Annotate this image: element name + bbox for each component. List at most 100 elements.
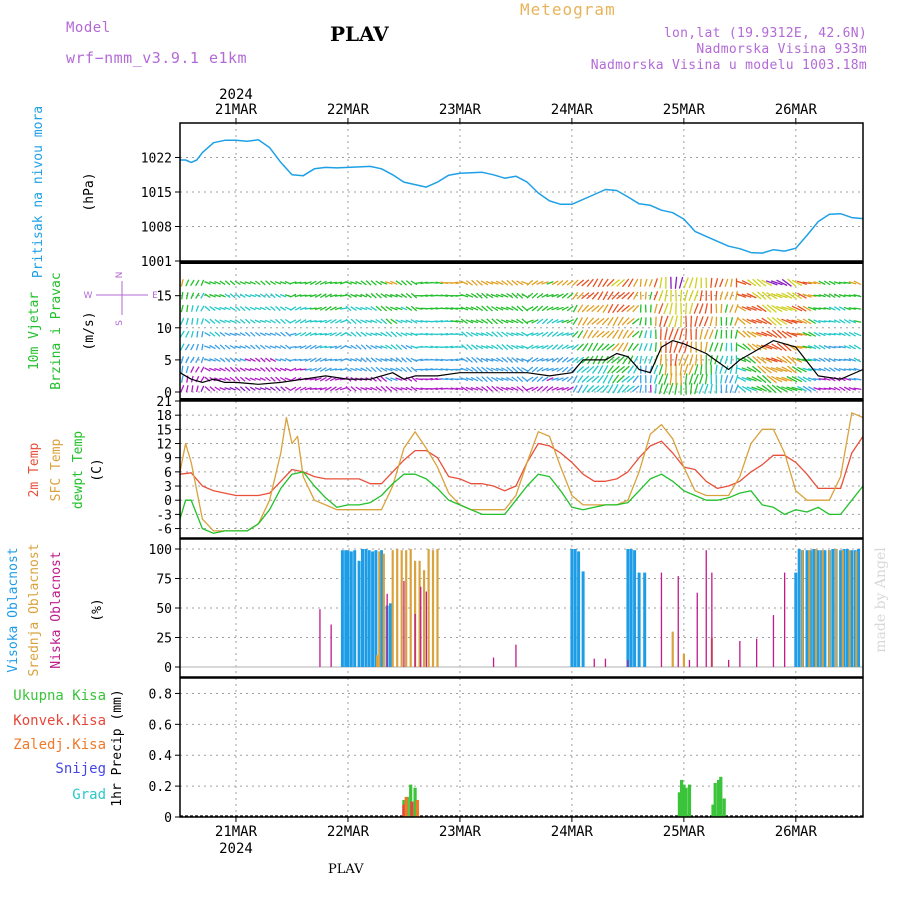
wind-arrow [828,280,836,286]
wind-arrow [390,280,398,285]
wind-arrow [355,306,362,311]
watermark: made by Angel [873,547,889,653]
wind-arrow [566,386,574,392]
ytick-label-temperature: 3 [164,480,172,495]
wind-arrow [319,386,327,391]
wind-arrow [496,331,503,338]
wind-arrow [658,303,664,314]
wind-arrow [420,294,428,297]
wind-arrow [761,291,772,300]
wind-arrow [688,373,694,385]
wind-arrow [616,279,625,287]
wind-arrow [734,374,739,384]
wind-arrow [224,306,231,311]
wind-arrow [280,386,286,392]
wind-arrow [470,319,479,324]
wind-arrow [698,383,704,395]
wind-arrow [370,344,378,350]
wind-arrow [265,367,271,373]
wind-arrow [204,386,211,392]
ytick-label-temperature: 12 [156,438,172,453]
wind-arrow [746,292,757,299]
cloud-bar-mid_cloud [405,550,408,667]
wind-arrow [766,316,777,326]
wind-arrow [329,281,338,285]
wind-arrow [496,344,504,351]
wind-arrow [440,368,449,371]
wind-arrow [505,386,514,391]
wind-arrow [501,367,509,372]
cloud-bar-low_cloud [386,593,388,667]
wind-arrow [250,331,256,337]
wind-arrow [771,375,783,383]
wind-arrow [689,383,693,395]
wind-arrow [741,376,752,382]
wind-arrow [591,291,599,300]
wind-arrow [259,332,266,337]
wind-arrow [214,294,221,298]
wind-arrow [185,330,190,338]
wind-arrow [390,318,398,325]
wind-arrow [663,383,669,395]
wind-arrow [185,317,189,325]
wind-arrow [450,358,459,362]
wind-arrow [324,319,332,324]
wind-arrow [204,345,211,349]
wind-arrow [833,293,841,298]
wind-arrow [688,290,694,302]
wind-arrow [405,319,413,324]
wind-arrow [304,331,312,337]
wind-arrow [375,357,383,363]
wind-arrow [224,332,231,337]
wind-arrow [324,332,332,336]
wind-arrow [209,281,216,285]
wind-arrow [495,377,504,382]
wind-arrow [299,319,307,324]
wind-arrow [495,293,504,298]
wind-arrow [269,345,277,349]
wind-arrow [757,291,767,300]
wind-arrow [420,281,428,285]
wind-arrow [365,387,373,391]
wind-arrow [324,345,332,349]
wind-arrow [770,366,783,373]
wind-arrow [566,357,574,363]
wind-arrow [229,345,236,350]
wind-arrow [430,387,438,391]
wind-arrow [853,319,862,323]
wind-arrow [781,330,793,338]
wind-arrow [546,331,554,338]
wind-arrow [616,291,626,300]
wind-arrow [752,355,762,364]
wind-arrow [470,376,479,382]
wind-arrow [838,281,846,285]
wind-arrow [481,386,489,392]
wind-arrow [853,377,862,381]
wind-arrow [476,292,483,299]
wind-arrow [460,293,469,298]
wind-arrow [556,306,564,311]
wind-arrow [209,386,216,392]
wind-arrow [491,305,499,312]
wind-arrow [491,385,499,392]
wind-arrow [380,280,388,285]
wind-arrow [823,293,831,298]
cloud-bar-low_cloud [403,580,405,667]
wind-arrow [685,302,688,315]
wind-arrow [319,333,327,336]
wind-arrow [756,331,768,337]
wind-arrow [500,293,509,298]
cloud-bar-low_cloud [414,613,416,667]
wind-arrow [440,332,449,336]
wind-arrow [659,315,663,327]
wind-arrow [786,375,798,383]
wind-arrow [781,292,793,299]
wind-arrow [823,345,831,350]
wind-arrow [269,386,276,392]
wind-arrow [430,345,438,349]
wind-arrow [526,344,534,350]
wind-arrow [470,292,479,299]
wind-arrow [776,317,788,326]
wind-arrow [776,356,788,364]
wind-arrow [848,307,857,310]
